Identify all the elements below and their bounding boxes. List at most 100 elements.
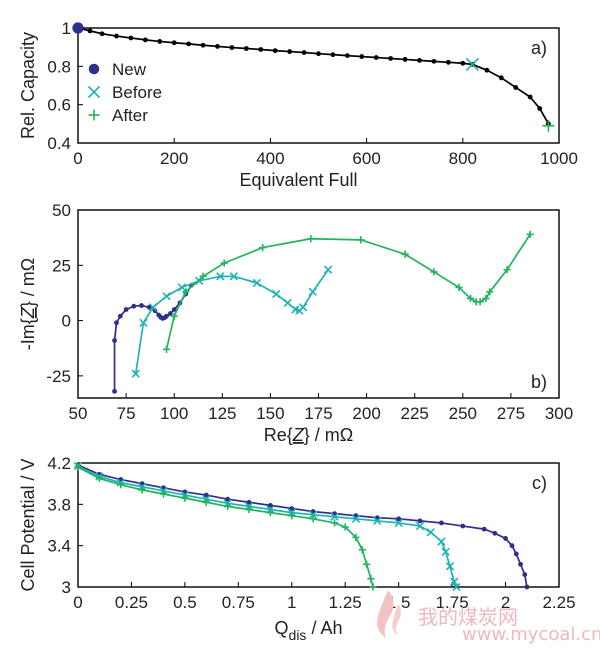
x-tick-label: 225	[401, 404, 429, 423]
capacity-data-point	[87, 28, 93, 34]
before-data-point	[452, 582, 461, 592]
y-tick-label: 50	[52, 201, 71, 220]
x-tick-label: 1.75	[436, 593, 469, 612]
before-data-point	[177, 283, 187, 292]
capacity-series-line	[77, 27, 550, 125]
after-data-point	[199, 272, 207, 280]
after-data-point	[162, 345, 171, 353]
capacity-data-point	[157, 39, 163, 44]
x-tick-label: 1.25	[329, 593, 362, 612]
capacity-data-point	[484, 67, 490, 73]
before-data-point	[298, 303, 308, 312]
x-tick-label: 600	[352, 149, 380, 168]
after-data-point	[159, 490, 168, 498]
new-data-point	[131, 303, 137, 309]
y-tick-label: 0.4	[47, 134, 71, 153]
before-data-point	[272, 289, 281, 299]
before-data-point	[450, 577, 459, 586]
new-data-point	[171, 307, 177, 312]
before-data-point	[162, 292, 171, 301]
capacity-data-point	[359, 54, 365, 59]
new-data-point	[522, 572, 528, 577]
y-tick-label: 25	[52, 256, 71, 275]
capacity-data-point	[186, 41, 192, 47]
y-axis-label: Rel. Capacity	[18, 32, 38, 139]
new-data-point	[513, 551, 519, 557]
new-data-point	[492, 530, 498, 536]
y-axis-label: -Im{Z} / mΩ	[18, 258, 38, 350]
new-data-point	[481, 526, 487, 532]
after-data-point	[526, 230, 534, 238]
new-data-point	[225, 496, 231, 502]
before-data-point	[131, 369, 140, 378]
after-data-point	[245, 505, 253, 514]
capacity-data-point	[215, 44, 220, 49]
after-data-point	[266, 509, 274, 517]
new-data-point	[114, 320, 119, 326]
capacity-data-point	[344, 53, 350, 58]
before-data-point	[252, 278, 262, 288]
new-data-point	[417, 518, 423, 524]
x-tick-label: 200	[352, 404, 380, 423]
before-data-point	[229, 272, 239, 281]
before-data-point	[216, 272, 225, 281]
after-data-point	[369, 583, 377, 591]
before-data-point	[139, 318, 148, 327]
y-tick-label: 3.8	[47, 495, 71, 514]
before-data-point	[394, 518, 403, 528]
capacity-data-point	[99, 31, 105, 37]
x-tick-label: 250	[449, 404, 477, 423]
capacity-data-point	[388, 56, 394, 61]
capacity-data-point	[431, 58, 437, 64]
capacity-data-point	[301, 50, 307, 55]
x-tick-label: 2	[501, 593, 510, 612]
new-data-point	[203, 492, 209, 498]
y-tick-label: -25	[46, 367, 71, 386]
capacity-data-point	[460, 60, 466, 66]
watermark-text-cn: 我的煤炭网	[418, 605, 518, 629]
before-data-point	[308, 510, 318, 519]
legend-label-after: After	[112, 106, 148, 125]
after-data-point	[367, 575, 375, 583]
after-data-point	[330, 519, 339, 527]
before-series-line	[134, 269, 329, 374]
y-tick-label: 1	[62, 19, 71, 38]
new-data-point	[167, 311, 173, 316]
before-data-point	[283, 298, 292, 308]
after-data-point	[220, 259, 228, 267]
after-data-point	[430, 268, 438, 276]
new-highlight-marker	[72, 22, 84, 34]
new-data-point	[139, 303, 144, 308]
after-data-point	[476, 298, 484, 306]
after-data-point	[74, 463, 82, 471]
capacity-data-point	[229, 45, 235, 50]
after-data-point	[117, 481, 125, 489]
after-highlight-marker	[542, 119, 555, 132]
y-tick-label: 0	[62, 312, 71, 331]
watermark-url: www.mycoal.cn	[462, 624, 600, 645]
after-data-point	[352, 533, 360, 541]
new-data-point	[524, 584, 530, 590]
y-tick-label: 4.2	[47, 454, 71, 473]
capacity-data-point	[417, 57, 422, 63]
x-tick-label: 400	[256, 149, 284, 168]
watermark-logo-icon	[377, 590, 401, 638]
capacity-data-point	[316, 51, 321, 57]
x-tick-label: 2.25	[542, 593, 575, 612]
x-tick-label: 0.5	[173, 593, 197, 612]
x-tick-label: 0.25	[115, 593, 148, 612]
after-data-point	[358, 546, 366, 554]
y-tick-label: 0.6	[47, 96, 71, 115]
panel-tag: b)	[531, 372, 547, 392]
capacity-data-point	[537, 106, 543, 111]
x-tick-label: 150	[256, 404, 284, 423]
new-data-point	[460, 523, 466, 529]
new-data-point	[164, 313, 169, 319]
plot-frame	[77, 27, 560, 144]
x-tick-label: 1000	[540, 149, 578, 168]
x-axis-label: Qdis / Ah	[275, 618, 343, 643]
before-data-point	[323, 265, 333, 274]
after-data-point	[309, 515, 317, 523]
new-data-point	[123, 307, 129, 312]
new-data-point	[246, 499, 252, 505]
